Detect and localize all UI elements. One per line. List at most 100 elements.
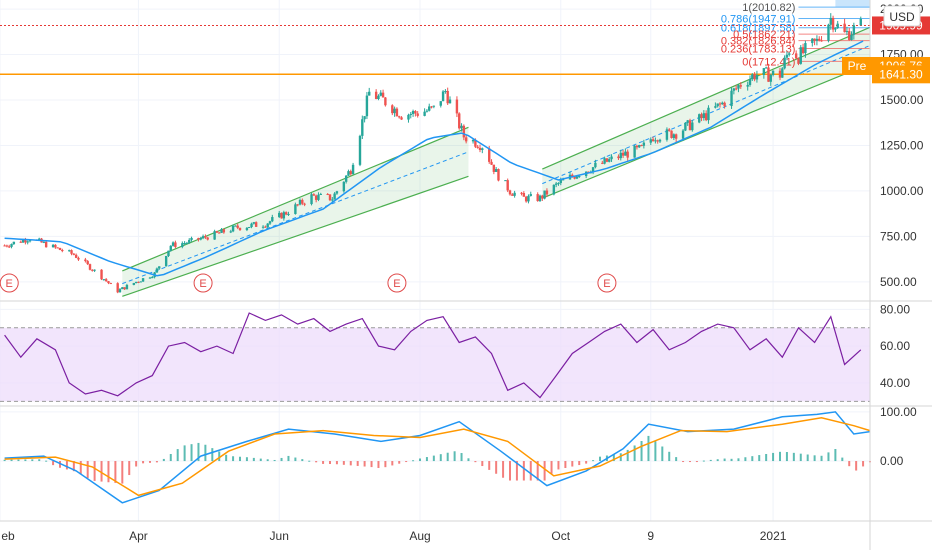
macd-histogram-bar <box>52 461 55 466</box>
candle-body <box>174 242 177 247</box>
candle-body <box>621 152 625 156</box>
currency-button[interactable] <box>883 5 921 27</box>
candle-body <box>381 92 385 98</box>
candle-body <box>848 31 851 40</box>
candle-body <box>624 151 627 156</box>
macd-histogram-bar <box>571 461 574 467</box>
candle-body <box>651 139 655 142</box>
macd-histogram-bar <box>855 461 858 471</box>
macd-histogram-bar <box>280 457 283 462</box>
candle-body <box>829 17 832 25</box>
candle-body <box>594 162 597 168</box>
candle-body <box>229 231 232 233</box>
candle-body <box>84 259 87 262</box>
candle-body <box>151 277 154 279</box>
macd-histogram-bar <box>245 457 248 462</box>
earnings-marker[interactable] <box>597 273 617 293</box>
candle-body <box>686 120 689 123</box>
candle-body <box>753 74 756 80</box>
candle-body <box>88 264 92 270</box>
price-panel[interactable]: 1(2010.82)0.786(1947.91)0.618(1897.58)0.… <box>0 0 871 297</box>
candle-body <box>804 43 807 54</box>
candle-body <box>446 90 449 104</box>
candle-body <box>732 88 736 91</box>
candle-body <box>444 90 447 92</box>
candle-body <box>476 146 479 148</box>
channel-upper-line <box>122 126 469 272</box>
candle-body <box>704 113 708 121</box>
y-tick-label: 60.00 <box>880 339 910 353</box>
candle-body <box>748 78 752 85</box>
candle-body <box>301 199 304 204</box>
candle-body <box>107 281 110 284</box>
candle-body <box>524 196 528 202</box>
candle-body <box>250 223 253 228</box>
candle-body <box>441 91 445 102</box>
y-tick-label: 0.00 <box>880 454 904 468</box>
candle-body <box>668 129 671 131</box>
candle-body <box>314 195 318 200</box>
macd-histogram-bar <box>232 456 235 462</box>
candle-body <box>409 114 412 116</box>
candle-body <box>688 120 692 131</box>
candle-body <box>185 242 189 244</box>
x-tick-label: 2021 <box>760 529 787 543</box>
candle-body <box>377 95 380 99</box>
y-tick-label: 1250.00 <box>880 138 924 152</box>
candle-body <box>268 221 272 224</box>
macd-histogram-bar <box>86 461 89 479</box>
candle-body <box>183 242 186 244</box>
earnings-marker[interactable] <box>387 273 407 293</box>
candle-body <box>344 175 348 182</box>
candle-body <box>411 111 415 115</box>
candle-body <box>333 193 336 200</box>
macd-histogram-bar <box>453 451 456 462</box>
candle-body <box>416 113 419 116</box>
earnings-marker-label[interactable]: E <box>199 278 206 290</box>
candle-body <box>788 53 791 55</box>
candle-body <box>608 159 611 162</box>
macd-histogram-bar <box>169 454 172 462</box>
candle-body <box>379 92 382 96</box>
candle-body <box>164 255 168 267</box>
candle-body <box>762 68 766 75</box>
candle-body <box>266 223 269 228</box>
candle-body <box>287 213 290 215</box>
earnings-marker[interactable] <box>0 273 19 293</box>
candle-body <box>414 111 417 114</box>
candle-body <box>691 122 694 131</box>
earnings-marker-label[interactable]: E <box>6 278 13 290</box>
candle-body <box>739 85 742 87</box>
currency-button-label[interactable]: USD <box>889 10 915 24</box>
candle-body <box>58 247 62 251</box>
macd-histogram-bar <box>335 461 338 465</box>
rsi-panel[interactable] <box>0 312 870 402</box>
pre-label-tag-bg <box>842 57 872 75</box>
macd-histogram-bar <box>723 458 726 462</box>
candle-body <box>116 283 119 293</box>
candle-body <box>751 74 754 79</box>
candle-body <box>197 237 200 240</box>
macd-histogram-bar <box>349 461 352 466</box>
macd-histogram-bar <box>204 444 207 462</box>
candle-body <box>536 194 539 202</box>
candle-body <box>335 191 339 194</box>
candle-body <box>42 241 46 243</box>
candle-body <box>552 184 556 195</box>
candle-body <box>363 116 366 120</box>
candle-body <box>587 171 590 173</box>
x-tick-label: Apr <box>129 529 148 543</box>
candle-body <box>767 67 770 82</box>
candle-body <box>778 70 782 78</box>
candle-body <box>298 199 302 205</box>
earnings-marker-label[interactable]: E <box>603 278 610 290</box>
macd-panel[interactable] <box>3 411 871 504</box>
macd-histogram-bar <box>162 458 165 462</box>
macd-histogram-bar <box>405 461 408 463</box>
macd-histogram-bar <box>266 459 269 462</box>
candle-body <box>684 122 687 131</box>
candle-body <box>391 105 394 114</box>
earnings-marker[interactable] <box>193 273 213 293</box>
earnings-marker-label[interactable]: E <box>393 278 400 290</box>
